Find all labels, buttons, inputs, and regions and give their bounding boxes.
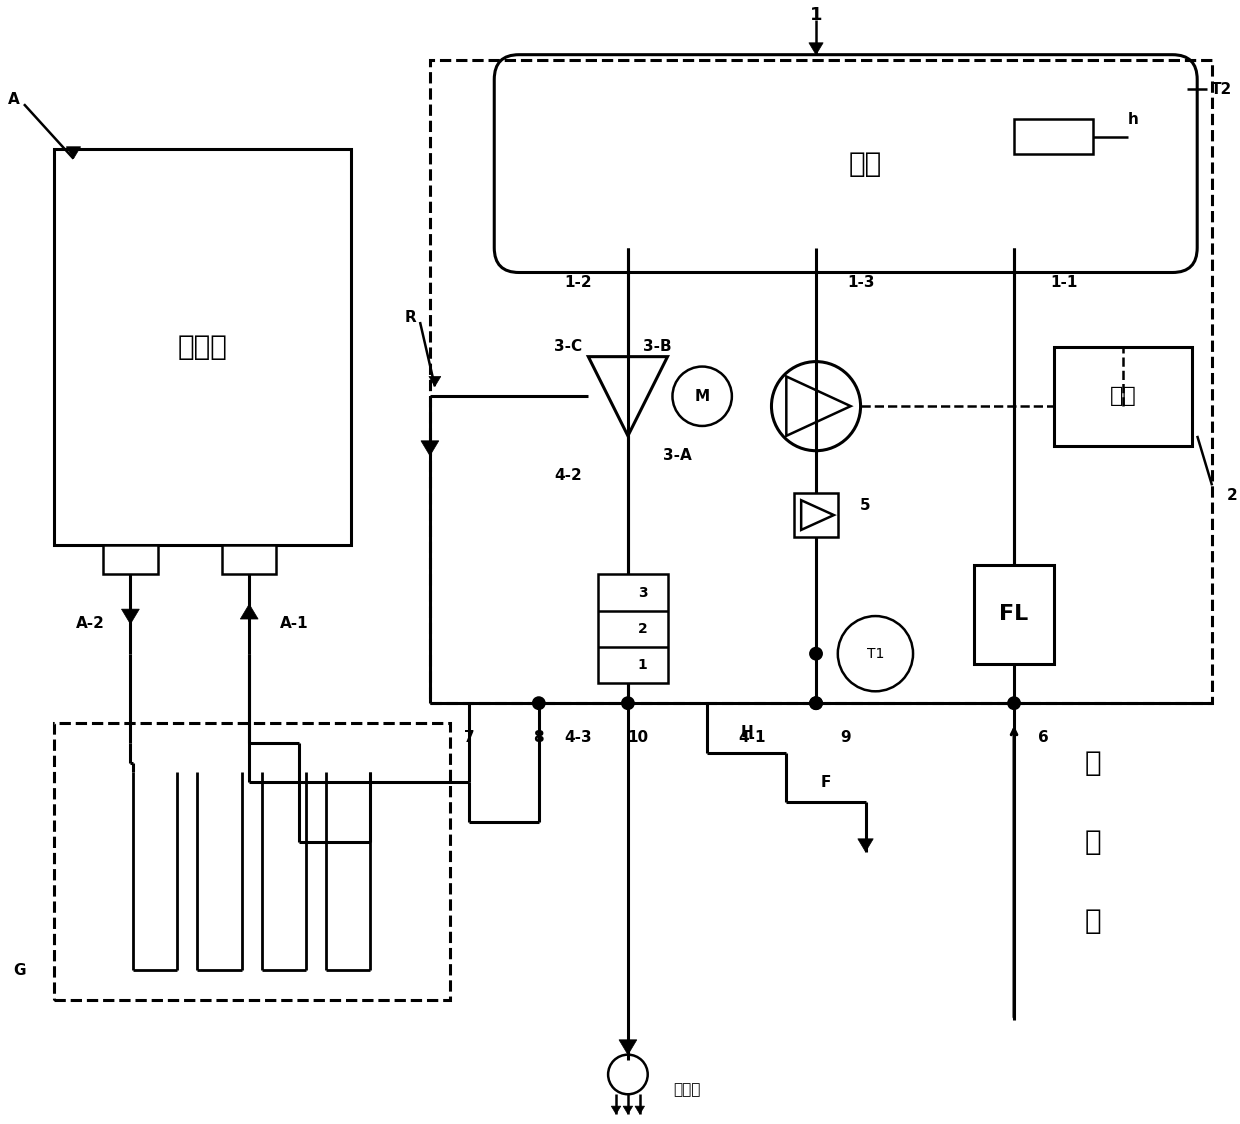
Text: FL: FL [999,604,1029,624]
Text: 4-1: 4-1 [738,731,765,745]
Text: 2: 2 [637,622,647,636]
Text: A-2: A-2 [77,616,105,632]
Text: 5: 5 [861,498,870,513]
Circle shape [808,646,823,661]
Text: 1: 1 [810,6,822,24]
Text: 8: 8 [533,731,544,745]
Bar [598,574,667,683]
Polygon shape [429,377,440,387]
Text: T1: T1 [867,646,884,661]
Text: 10: 10 [627,731,649,745]
Text: 进: 进 [1085,907,1101,935]
Polygon shape [635,1106,645,1114]
Text: A-1: A-1 [279,616,308,632]
Text: 壁挂炉: 壁挂炉 [177,333,227,361]
Text: 6: 6 [1038,731,1049,745]
Text: 内胆: 内胆 [849,149,882,178]
Circle shape [621,696,635,710]
Polygon shape [241,605,258,619]
Text: 水: 水 [1085,827,1101,855]
Text: G: G [12,963,25,978]
Text: 4-2: 4-2 [554,468,583,483]
Text: F: F [821,774,831,790]
Text: 1-3: 1-3 [847,275,874,290]
Circle shape [808,696,823,710]
Text: 冷: 冷 [1085,749,1101,777]
Bar [1054,346,1192,446]
Bar [53,148,351,545]
Text: R: R [404,309,415,325]
Bar [430,60,1211,704]
Text: 3: 3 [637,586,647,600]
Bar [1014,119,1094,154]
Circle shape [1007,696,1021,710]
Bar [222,545,277,574]
Text: 9: 9 [841,731,851,745]
Text: 7: 7 [464,731,475,745]
Text: M: M [694,389,709,404]
Bar [103,545,157,574]
Circle shape [532,696,546,710]
Text: 3-B: 3-B [644,339,672,354]
Text: 1-2: 1-2 [564,275,593,290]
Polygon shape [67,147,81,158]
Polygon shape [611,1106,621,1114]
Text: 2: 2 [1226,488,1238,502]
Text: 3-C: 3-C [554,339,583,354]
Polygon shape [422,441,439,455]
Polygon shape [624,1106,632,1114]
Bar [795,493,838,537]
Text: 1-1: 1-1 [1050,275,1078,290]
Polygon shape [122,609,139,624]
Text: h: h [1127,111,1138,127]
Text: 1: 1 [637,658,647,672]
Polygon shape [808,43,823,55]
Text: A: A [9,92,20,107]
Text: 控制: 控制 [1110,387,1136,406]
Text: H: H [740,725,753,741]
Polygon shape [858,839,873,852]
Text: 3-A: 3-A [663,448,692,463]
Circle shape [808,696,823,710]
Text: T2: T2 [1211,82,1233,97]
Bar [975,564,1054,663]
Bar [53,723,450,1000]
Polygon shape [619,1040,637,1054]
Text: 4-3: 4-3 [564,731,593,745]
Text: 用水点: 用水点 [673,1081,701,1097]
